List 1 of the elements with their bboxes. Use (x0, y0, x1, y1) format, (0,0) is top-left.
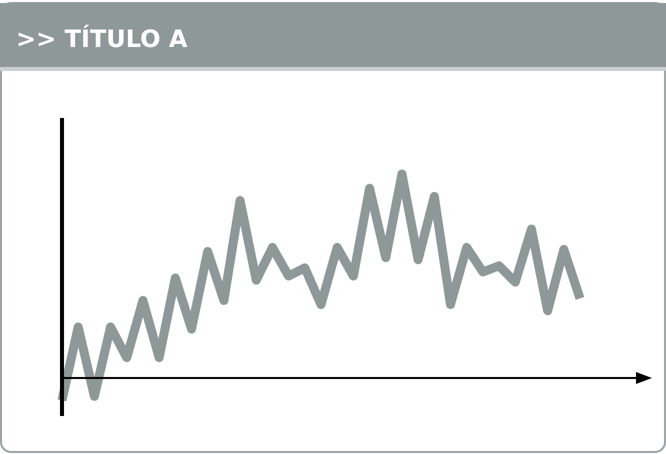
chart-title: >> TÍTULO A (16, 24, 188, 53)
